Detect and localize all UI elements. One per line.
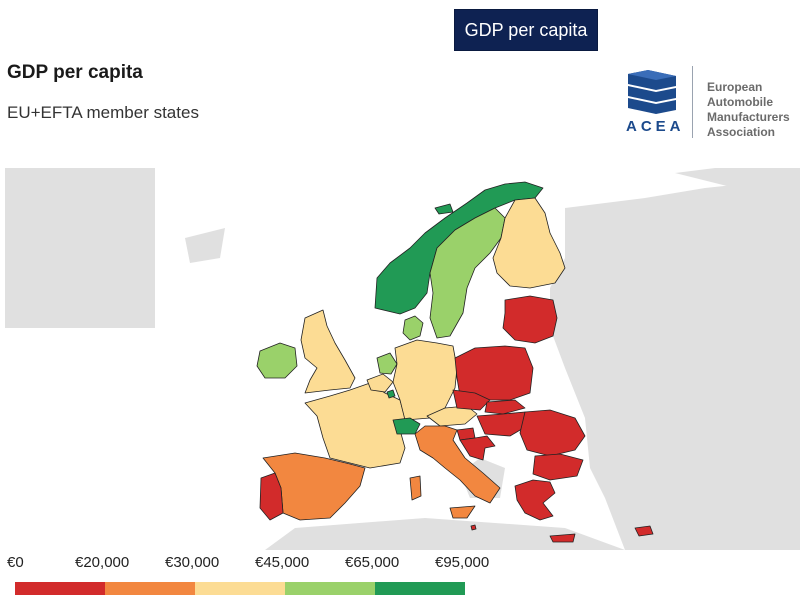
legend-swatch-orange[interactable] — [105, 582, 195, 595]
region-ireland[interactable] — [256, 342, 298, 379]
logo-line: Association — [707, 125, 776, 139]
region-sardinia[interactable] — [409, 475, 422, 501]
region-italy[interactable] — [414, 425, 501, 504]
legend-label: €65,000 — [345, 554, 400, 571]
logo-line: European — [707, 80, 763, 94]
region-baltic-states[interactable] — [502, 295, 558, 344]
legend-swatch-lightgreen[interactable] — [285, 582, 375, 595]
region-malta[interactable] — [470, 524, 477, 531]
acea-logo-word: ACEA — [626, 118, 685, 135]
region-sicily[interactable] — [449, 505, 476, 519]
legend-label: €30,000 — [165, 554, 220, 571]
legend-label: €45,000 — [255, 554, 310, 571]
legend-swatch-red[interactable] — [15, 582, 105, 595]
region-hungary[interactable] — [476, 411, 528, 437]
region-czechia[interactable] — [452, 389, 491, 411]
gdp-per-capita-tab[interactable]: GDP per capita — [454, 9, 598, 51]
region-switzerland[interactable] — [392, 417, 421, 435]
region-greece[interactable] — [514, 479, 556, 521]
region-crete[interactable] — [549, 533, 576, 543]
acea-logo-text: European Automobile Manufacturers Associ… — [707, 80, 790, 140]
region-sweden[interactable] — [429, 207, 506, 339]
region-portugal[interactable] — [259, 472, 284, 521]
legend-label: €20,000 — [75, 554, 130, 571]
region-netherlands[interactable] — [376, 352, 398, 375]
legend-swatch-darkgreen[interactable] — [375, 582, 465, 595]
chart-subtitle: EU+EFTA member states — [7, 103, 199, 122]
region-romania[interactable] — [519, 409, 586, 457]
region-poland[interactable] — [454, 345, 534, 401]
region-belgium[interactable] — [366, 373, 394, 393]
legend-label: €0 — [7, 554, 24, 571]
region-united-kingdom[interactable] — [300, 309, 356, 394]
region-norway[interactable] — [374, 181, 544, 315]
region-bulgaria[interactable] — [532, 453, 584, 481]
region-france[interactable] — [304, 382, 406, 469]
chart-title: GDP per capita — [7, 62, 143, 83]
region-finland[interactable] — [492, 197, 566, 289]
legend-labels: €0 €20,000 €30,000 €45,000 €65,000 €95,0… — [0, 554, 520, 574]
logo-line: Manufacturers — [707, 110, 790, 124]
region-luxembourg[interactable] — [386, 389, 396, 399]
region-slovakia[interactable] — [484, 399, 526, 415]
legend-label: €95,000 — [435, 554, 490, 571]
acea-logo: ACEA European Automobile Manufacturers A… — [622, 66, 797, 140]
legend-swatch-yellow[interactable] — [195, 582, 285, 595]
europe-map — [5, 168, 800, 550]
legend-color-scale — [15, 582, 465, 595]
region-norway-coast-islands[interactable] — [434, 203, 454, 215]
logo-line: Automobile — [707, 95, 773, 109]
acea-logo-icon — [628, 70, 676, 114]
region-croatia[interactable] — [459, 435, 496, 461]
region-denmark[interactable] — [402, 315, 424, 341]
region-cyprus[interactable] — [634, 525, 654, 537]
logo-divider — [692, 66, 693, 138]
